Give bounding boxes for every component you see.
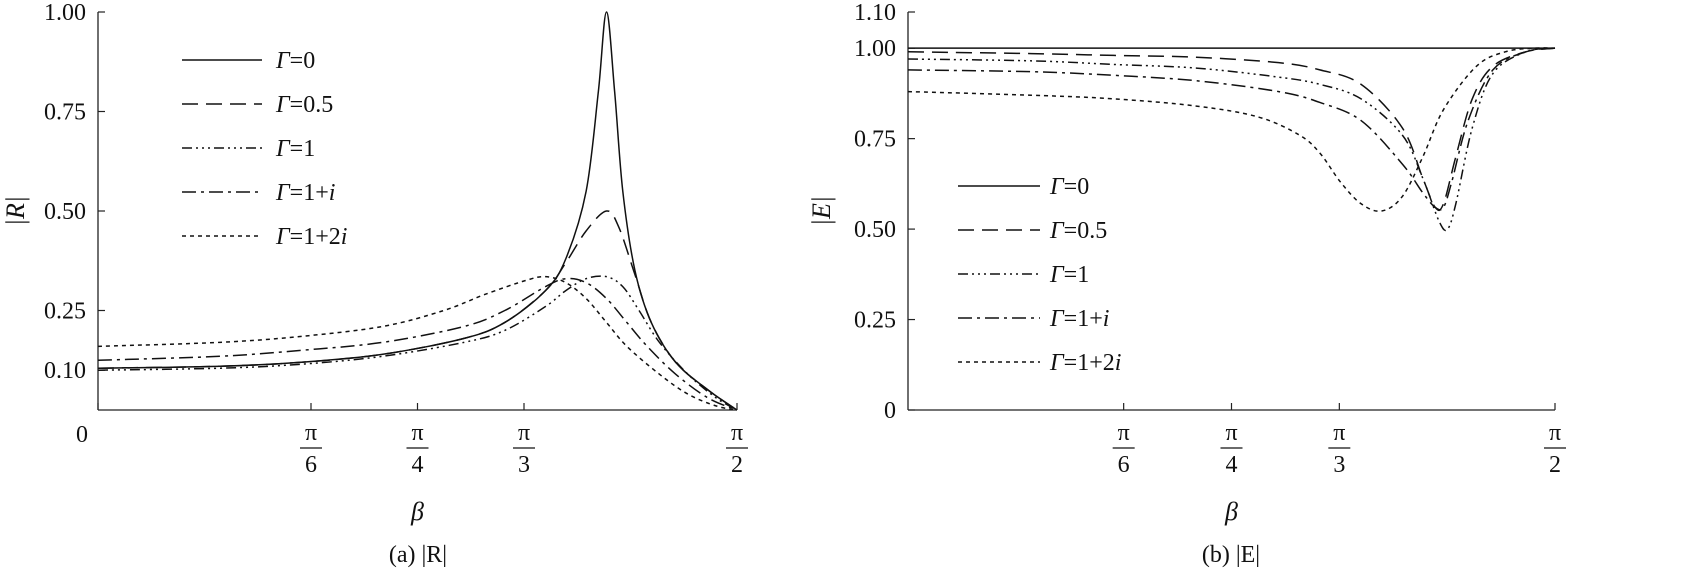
x-tick-numerator: π <box>731 420 743 446</box>
y-tick-label: 1.10 <box>854 0 896 26</box>
x-axis-label: β <box>1224 497 1238 526</box>
x-tick-label: π3 <box>1328 420 1351 478</box>
x-tick-label: π4 <box>1220 420 1243 478</box>
x-tick-denominator: 3 <box>1333 452 1345 478</box>
legend-label: Γ=0.5 <box>275 92 333 118</box>
legend-label: Γ=0 <box>1049 174 1089 200</box>
y-tick-label: 0.10 <box>44 358 86 384</box>
panel-caption: (a) |R| <box>389 542 447 568</box>
legend-label: Γ=0.5 <box>1049 218 1107 244</box>
x-tick-denominator: 3 <box>518 452 530 478</box>
y-tick-label: 0.50 <box>854 217 896 243</box>
legend-label: Γ=1 <box>275 136 315 162</box>
x-tick-numerator: π <box>1549 420 1561 446</box>
legend-label: Γ=1+2i <box>1049 350 1121 376</box>
x-tick-denominator: 6 <box>1118 452 1130 478</box>
legend: Γ=0 Γ=0.5 Γ=1 Γ=1+i Γ=1+2i <box>182 48 347 250</box>
series-line <box>97 275 738 411</box>
x-tick-numerator: π <box>1333 420 1345 446</box>
y-tick-label: 1.00 <box>44 0 86 26</box>
x-tick-denominator: 6 <box>305 452 317 478</box>
y-tick-label: 0.25 <box>854 308 896 334</box>
legend-label: Γ=1+i <box>275 180 335 206</box>
legend-label: Γ=1+2i <box>275 224 347 250</box>
series-line <box>97 277 738 411</box>
y-tick-label: 0.50 <box>44 199 86 225</box>
x-tick-label: π4 <box>406 420 429 478</box>
x-tick-label: π6 <box>1112 420 1135 478</box>
x-tick-denominator: 2 <box>1549 452 1561 478</box>
x-tick-numerator: π <box>1118 420 1130 446</box>
x-tick-denominator: 2 <box>731 452 743 478</box>
series-line <box>907 47 1556 232</box>
x-tick-label: π2 <box>726 420 748 478</box>
y-tick-label: 0.25 <box>44 299 86 325</box>
series-line <box>97 210 738 411</box>
y-tick-label: 0.75 <box>44 100 86 126</box>
y-tick-label: 0.75 <box>854 127 896 153</box>
series-line <box>97 275 738 411</box>
x-tick-denominator: 4 <box>412 452 424 478</box>
x-tick-label: π6 <box>300 420 322 478</box>
x-axis-label: β <box>410 497 424 526</box>
legend-label: Γ=0 <box>275 48 315 74</box>
y-axis-label: |E| <box>807 196 836 226</box>
x-tick-numerator: π <box>518 420 530 446</box>
legend: Γ=0 Γ=0.5 Γ=1 Γ=1+i Γ=1+2i <box>958 174 1121 376</box>
legend-label: Γ=1 <box>1049 262 1089 288</box>
x-tick-label: π3 <box>513 420 535 478</box>
x-tick-numerator: π <box>305 420 317 446</box>
x-tick-label: π2 <box>1544 420 1566 478</box>
x-tick-label: 0 <box>76 422 88 448</box>
legend-label: Γ=1+i <box>1049 306 1109 332</box>
series-line <box>907 47 1556 211</box>
y-tick-label: 0 <box>884 398 896 424</box>
x-tick-numerator: π <box>1225 420 1237 446</box>
y-axis-label: |R| <box>1 196 30 226</box>
x-tick-numerator: π <box>411 420 423 446</box>
series-line <box>907 47 1556 212</box>
x-tick-denominator: 4 <box>1226 452 1238 478</box>
y-tick-label: 1.00 <box>854 36 896 62</box>
panel-caption: (b) |E| <box>1202 542 1260 568</box>
